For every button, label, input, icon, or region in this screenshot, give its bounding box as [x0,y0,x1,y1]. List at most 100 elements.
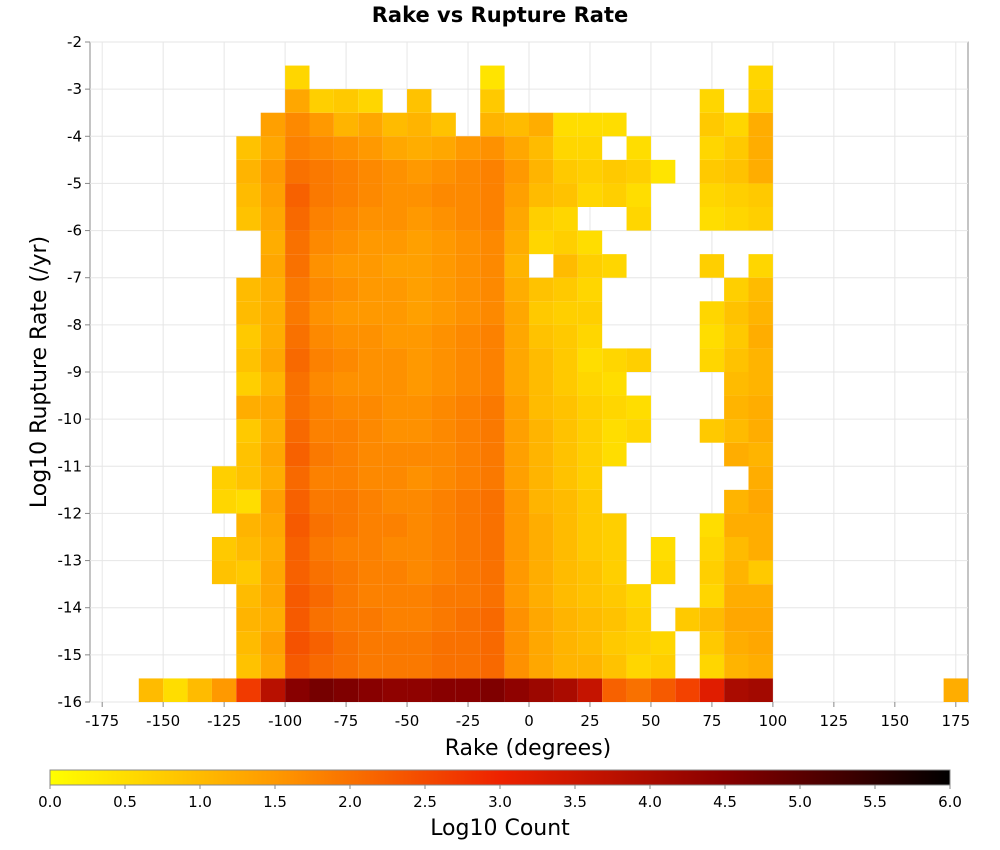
heatmap-cell [455,631,481,655]
heatmap-cell [553,631,578,655]
heatmap-cell [382,348,408,372]
heatmap-cell [480,419,505,443]
colorbar-tick-label: 6.0 [938,793,962,811]
heatmap-cell [382,159,408,184]
heatmap-cell [699,537,725,561]
heatmap-cell [748,372,773,396]
heatmap-cell [626,678,651,702]
heatmap-cell [431,419,456,443]
heatmap-cell [309,183,334,207]
colorbar-label: Log10 Count [430,816,570,841]
heatmap-cell [577,136,603,160]
heatmap-cell [333,301,359,325]
heatmap-cell [504,372,529,396]
heatmap-cell [309,254,334,278]
heatmap-cell [626,419,651,443]
heatmap-cell [699,654,725,679]
heatmap-cell [504,254,529,278]
heatmap-cell [602,183,627,207]
heatmap-cell [455,277,481,302]
heatmap-cell [553,183,578,207]
heatmap-cell [504,112,529,137]
heatmap-cell [480,112,505,137]
heatmap-cell [260,301,286,325]
heatmap-cell [650,678,676,702]
heatmap-cell [431,631,456,655]
heatmap-cell [529,631,554,655]
heatmap-cell [724,584,749,608]
heatmap-cell [260,277,286,302]
heatmap-cell [748,419,773,443]
heatmap-cell [553,277,578,302]
heatmap-cell [724,489,749,514]
heatmap-cell [724,277,749,302]
heatmap-cell [529,513,554,537]
heatmap-cell [455,301,481,325]
heatmap-cell [382,277,408,302]
heatmap-cell [748,607,773,632]
heatmap-cell [480,348,505,372]
heatmap-cell [748,584,773,608]
heatmap-cell [699,560,725,585]
heatmap-cell [358,419,383,443]
heatmap-cell [285,584,310,608]
heatmap-cell [748,560,773,585]
heatmap-cell [699,678,725,702]
heatmap-cell [211,678,237,702]
heatmap-cell [260,513,286,537]
heatmap-cell [382,419,408,443]
heatmap-cell [699,324,725,349]
heatmap-cell [553,112,578,137]
heatmap-cell [260,654,286,679]
heatmap-cell [504,324,529,349]
heatmap-cell [358,254,383,278]
heatmap-cell [407,442,432,467]
heatmap-cell [724,372,749,396]
heatmap-cell [675,607,700,632]
heatmap-cell [504,631,529,655]
heatmap-cell [260,348,286,372]
heatmap-cell [504,348,529,372]
heatmap-cell [626,584,651,608]
x-tick-label: -75 [334,712,359,730]
heatmap-cell [309,277,334,302]
heatmap-cell [529,207,554,231]
heatmap-cell [138,678,164,702]
heatmap-cell [407,89,432,113]
heatmap-cell [504,183,529,207]
heatmap-cell [577,254,603,278]
heatmap-cell [333,136,359,160]
heatmap-cell [431,607,456,632]
heatmap-cell [504,230,529,255]
heatmap-cell [236,442,261,467]
heatmap-cell [407,301,432,325]
heatmap-cell [382,112,408,137]
x-tick-label: 175 [941,712,970,730]
heatmap-cell [455,324,481,349]
heatmap-cell [650,159,676,184]
colorbar-tick-label: 3.5 [563,793,587,811]
y-tick-label: -13 [58,552,83,570]
heatmap-cell [285,372,310,396]
heatmap-cell [260,607,286,632]
heatmap-cell [529,324,554,349]
heatmap-cell [553,419,578,443]
heatmap-cell [407,277,432,302]
heatmap-cell [309,159,334,184]
heatmap-cell [431,654,456,679]
heatmap-cell [455,537,481,561]
heatmap-cell [358,112,383,137]
heatmap-cell [748,301,773,325]
heatmap-cell [553,584,578,608]
heatmap-cell [504,395,529,420]
heatmap-cell [577,277,603,302]
heatmap-cell [748,489,773,514]
x-tick-label: -125 [207,712,241,730]
heatmap-cell [724,678,749,702]
heatmap-cell [358,654,383,679]
heatmap-cell [529,372,554,396]
heatmap-cell [455,159,481,184]
heatmap-cell [260,230,286,255]
heatmap-cell [602,631,627,655]
heatmap-cell [260,537,286,561]
